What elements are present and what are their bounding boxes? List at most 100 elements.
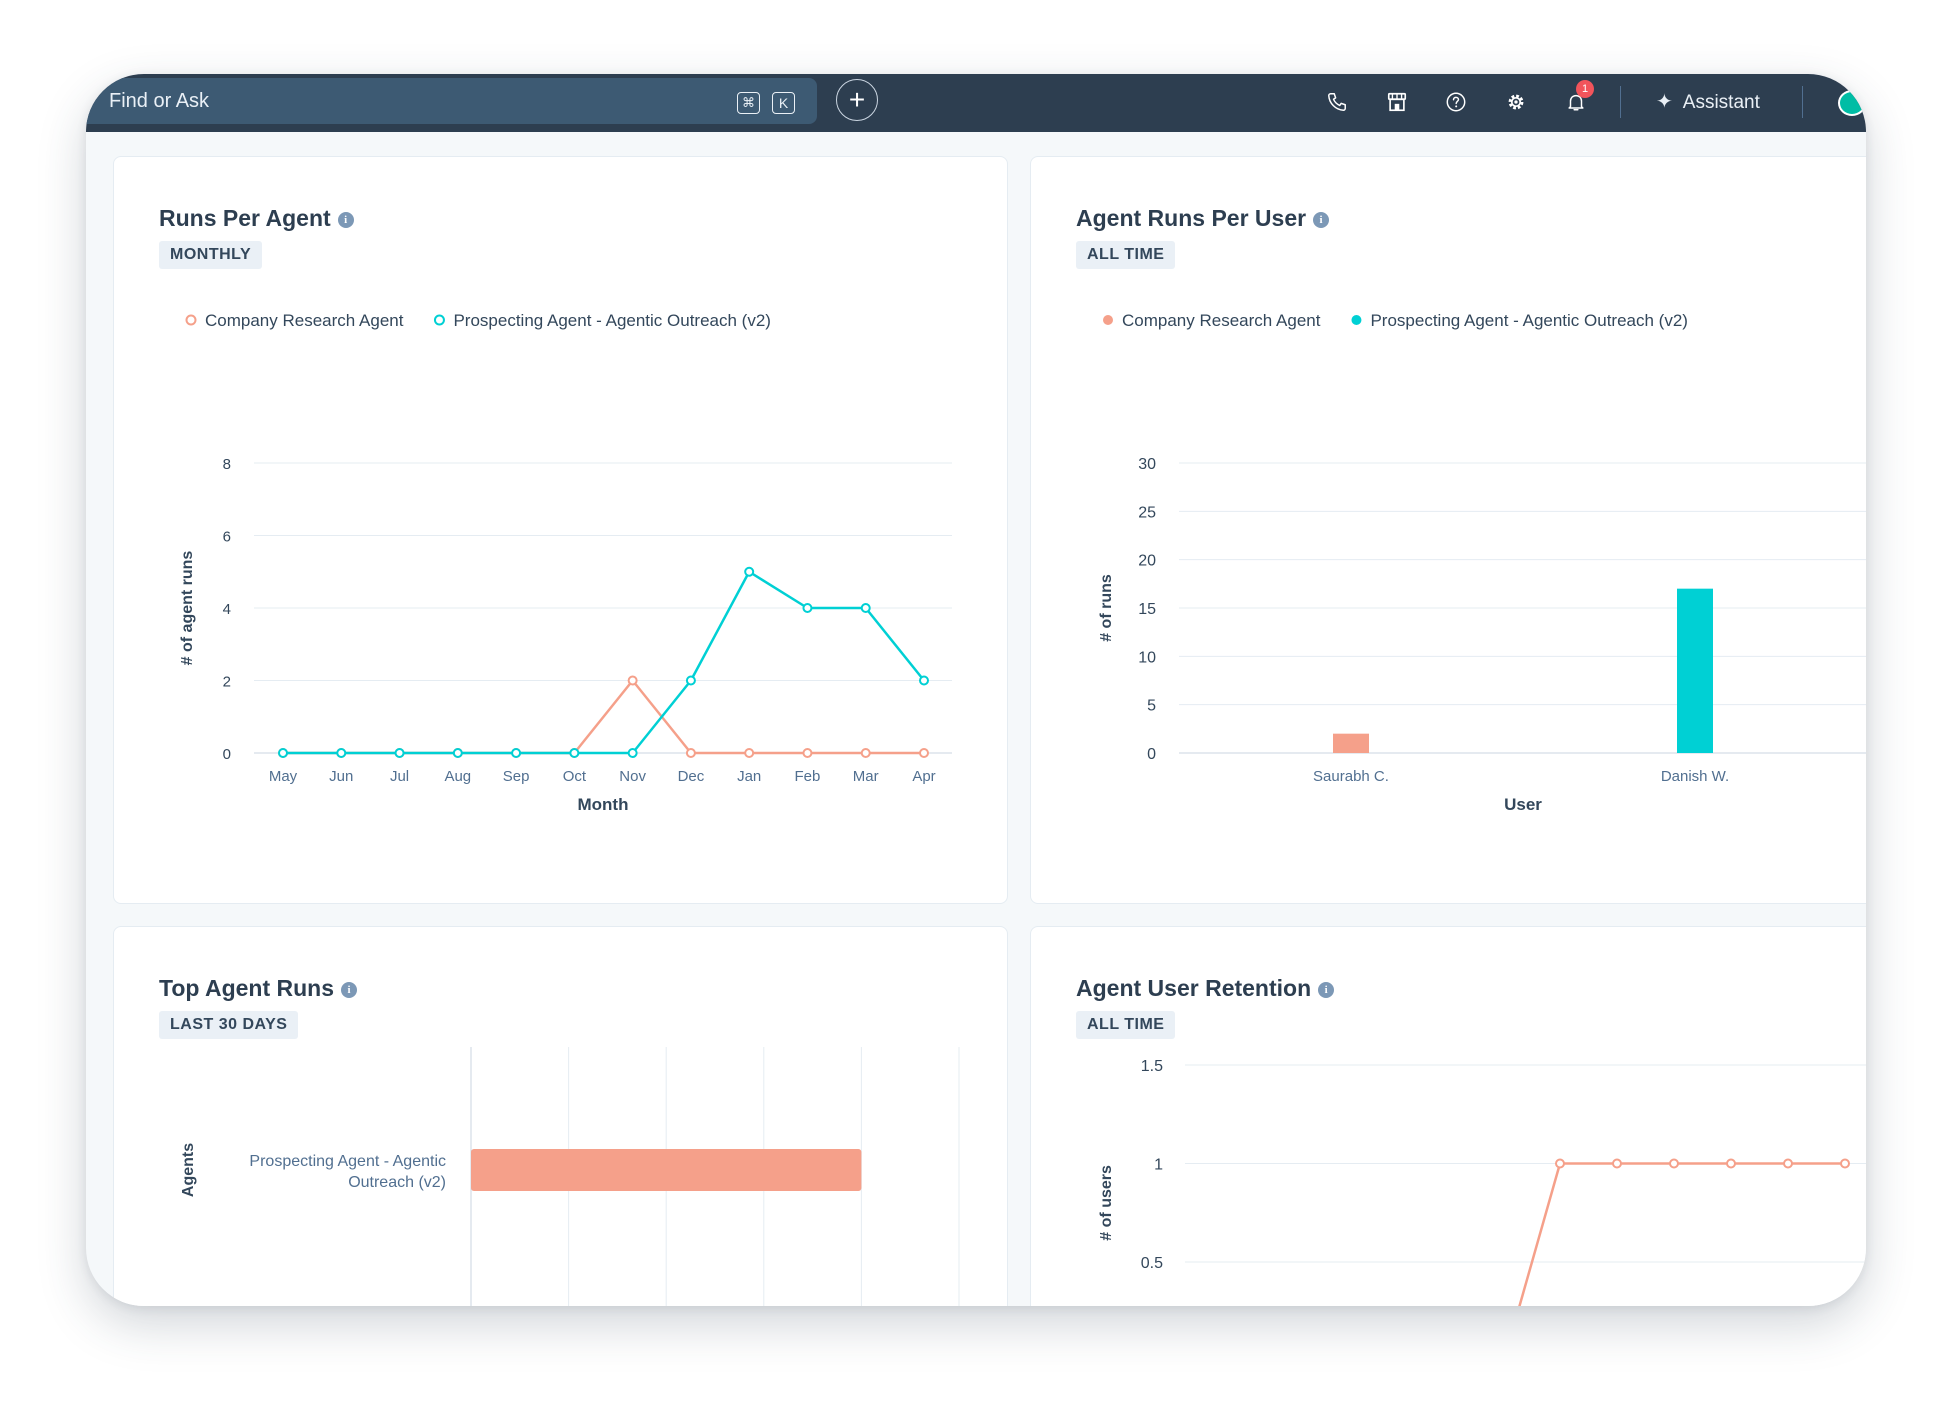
y-tick-label: 4 [223,601,231,618]
assistant-button[interactable]: ✦ Assistant [1656,87,1760,117]
y-axis-label: Agents [180,1143,197,1197]
x-tick-label: Apr [912,768,935,785]
x-tick-label: Nov [619,768,646,785]
x-tick-label: Aug [444,768,471,785]
agent-runs-per-user-card: Agent Runs Per User i ALL TIME Company Re… [1030,156,1866,904]
card-title: Agent User Retention i [1076,975,1335,1002]
data-point [627,748,638,758]
x-axis-label: User [1504,795,1542,814]
notification-count-badge: 1 [1576,80,1594,98]
data-point [685,675,696,686]
y-axis-label: # of runs [1098,574,1115,642]
data-point [1612,1158,1622,1169]
legend-marker [1103,315,1113,325]
assistant-label: Assistant [1682,92,1760,113]
data-point [860,603,871,613]
create-new-button[interactable]: + [836,79,878,121]
data-point [452,748,463,758]
top-navigation-bar: Find or Ask ⌘ K + 1 ✦ Assistant [86,74,1866,132]
data-point [685,748,696,758]
runs-per-agent-card: Runs Per Agent i MONTHLY Company Research… [113,156,1008,904]
series-line-1 [283,679,924,755]
time-range-badge: LAST 30 DAYS [159,1011,299,1039]
data-point [919,748,929,758]
phone-icon[interactable] [1324,89,1350,115]
k-key-icon: K [772,92,795,114]
agent-runs-per-user-chart: Company Research Agent Prospecting Agent … [1098,311,1866,814]
info-icon[interactable]: i [1313,212,1330,228]
info-icon[interactable]: i [341,982,358,998]
data-point [744,566,755,577]
data-point [511,748,522,758]
bar [471,1149,862,1191]
bell-icon[interactable] [1563,89,1589,115]
data-point [1669,1158,1679,1169]
data-point [627,675,638,686]
data-point [1726,1158,1736,1169]
data-point [919,675,929,686]
data-point [336,748,347,758]
command-key-icon: ⌘ [737,92,760,114]
top-agent-runs-card: Top Agent Runs i LAST 30 DAYS Prospecting… [113,926,1008,1306]
help-icon[interactable] [1443,89,1469,115]
category-label: Prospecting Agent - Agentic [249,1153,446,1170]
y-tick-label: 15 [1138,601,1156,618]
data-point [1555,1158,1565,1169]
legend-label: Prospecting Agent - Agentic Outreach (v2… [1370,311,1688,330]
topbar-divider [1620,86,1621,118]
sparkle-icon: ✦ [1656,91,1673,113]
y-tick-label: 0.5 [1141,1255,1163,1272]
x-tick-label: Jan [737,768,761,785]
data-point [744,748,755,758]
data-point [394,748,405,758]
x-tick-label: Sep [503,768,530,785]
y-axis-label: # of users [1098,1165,1115,1241]
data-point [802,748,813,758]
x-axis-label: Month [578,795,629,814]
y-tick-label: 0 [1147,746,1156,763]
data-point [1840,1158,1850,1169]
runs-per-agent-chart: Company Research Agent Prospecting Agent … [179,311,952,814]
info-icon[interactable]: i [337,212,354,228]
agent-user-retention-card: Agent User Retention i ALL TIME 0.5 1 1.5 # … [1030,926,1866,1306]
y-tick-label: 10 [1138,649,1156,666]
legend-label: Company Research Agent [1122,311,1321,330]
top-agent-runs-chart: Prospecting Agent - Agentic Outreach (v2)… [180,1047,960,1306]
x-tick-label: Oct [563,768,587,785]
bar [1677,588,1713,753]
settings-icon[interactable] [1503,89,1529,115]
y-tick-label: 1 [1154,1157,1163,1174]
y-tick-label: 30 [1138,456,1156,473]
card-title: Top Agent Runs i [159,975,358,1002]
info-icon[interactable]: i [1318,982,1335,998]
legend-marker [1351,315,1362,325]
x-tick-label: Feb [795,768,821,785]
card-title: Runs Per Agent i [159,205,354,232]
y-tick-label: 8 [223,456,231,473]
legend-marker [433,314,445,326]
y-tick-label: 5 [1147,698,1156,715]
marketplace-icon[interactable] [1384,89,1410,115]
x-tick-label: Danish W. [1661,768,1729,785]
topbar-divider [1802,86,1803,118]
x-tick-label: May [269,768,298,785]
time-range-badge: ALL TIME [1076,1011,1176,1039]
y-tick-label: 2 [223,674,231,691]
y-tick-label: 1.5 [1141,1058,1163,1075]
legend-label: Prospecting Agent - Agentic Outreach (v2… [453,311,771,330]
time-range-badge: ALL TIME [1076,241,1176,269]
account-avatar-icon[interactable] [1838,90,1866,116]
x-tick-label: Dec [678,768,705,785]
y-tick-label: 20 [1138,553,1156,570]
legend-label: Company Research Agent [205,311,404,330]
category-label: Outreach (v2) [348,1174,446,1191]
search-placeholder: Find or Ask [109,90,210,112]
search-input[interactable]: Find or Ask ⌘ K [86,78,817,124]
series-line-2 [283,570,925,755]
data-point [860,748,871,758]
x-tick-label: Jun [329,768,353,785]
x-tick-label: Mar [853,768,879,785]
agent-user-retention-chart: 0.5 1 1.5 # of users [1098,1058,1866,1306]
y-tick-label: 6 [223,529,231,546]
legend-marker [185,314,197,326]
